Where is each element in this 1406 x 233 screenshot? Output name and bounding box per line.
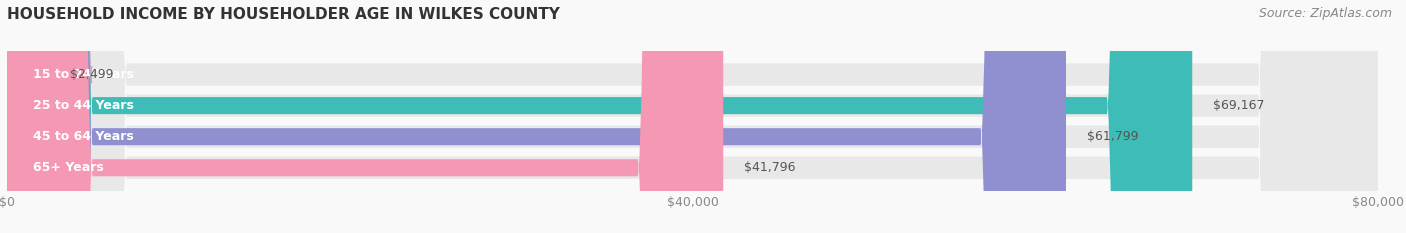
Text: HOUSEHOLD INCOME BY HOUSEHOLDER AGE IN WILKES COUNTY: HOUSEHOLD INCOME BY HOUSEHOLDER AGE IN W… <box>7 7 560 22</box>
Text: 15 to 24 Years: 15 to 24 Years <box>32 68 134 81</box>
FancyBboxPatch shape <box>7 0 723 233</box>
Text: $61,799: $61,799 <box>1087 130 1137 143</box>
FancyBboxPatch shape <box>7 0 1378 233</box>
FancyBboxPatch shape <box>7 0 1378 233</box>
FancyBboxPatch shape <box>7 0 1378 233</box>
Text: 25 to 44 Years: 25 to 44 Years <box>32 99 134 112</box>
FancyBboxPatch shape <box>7 0 1192 233</box>
Text: $41,796: $41,796 <box>744 161 796 174</box>
Text: 65+ Years: 65+ Years <box>32 161 104 174</box>
FancyBboxPatch shape <box>0 0 93 233</box>
FancyBboxPatch shape <box>7 0 1378 233</box>
FancyBboxPatch shape <box>7 0 1066 233</box>
Text: 45 to 64 Years: 45 to 64 Years <box>32 130 134 143</box>
Text: $69,167: $69,167 <box>1213 99 1264 112</box>
Text: $2,499: $2,499 <box>70 68 114 81</box>
Text: Source: ZipAtlas.com: Source: ZipAtlas.com <box>1258 7 1392 20</box>
